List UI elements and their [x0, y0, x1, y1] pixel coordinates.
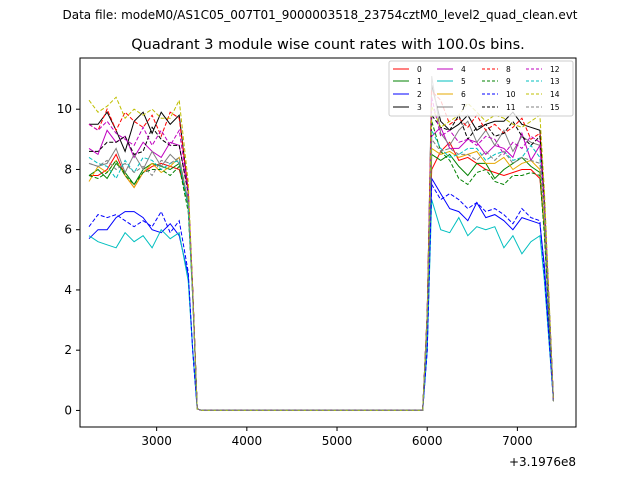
legend-label-0: 0: [417, 65, 422, 74]
y-tick-label: 6: [64, 223, 72, 237]
x-tick-label: 7000: [502, 434, 533, 448]
legend-label-3: 3: [417, 103, 422, 112]
legend-label-5: 5: [461, 77, 466, 86]
y-tick-label: 0: [64, 403, 72, 417]
legend-label-4: 4: [461, 65, 466, 74]
legend-label-8: 8: [506, 65, 511, 74]
legend-label-15: 15: [550, 103, 560, 112]
legend-label-9: 9: [506, 77, 511, 86]
legend-label-13: 13: [550, 77, 560, 86]
plot-lines: [88, 76, 554, 411]
axis-ticks: 3000 4000 5000 6000 7000 0 2 4 6 8 10: [57, 102, 533, 448]
y-tick-label: 2: [64, 343, 72, 357]
legend-label-14: 14: [550, 90, 560, 99]
legend-label-11: 11: [506, 103, 516, 112]
x-tick-label: 4000: [232, 434, 263, 448]
legend-label-1: 1: [417, 77, 422, 86]
y-tick-label: 10: [57, 102, 72, 116]
y-tick-label: 8: [64, 162, 72, 176]
series-line-10: [88, 182, 554, 411]
legend-label-6: 6: [461, 90, 466, 99]
x-tick-label: 5000: [322, 434, 353, 448]
x-tick-label: 3000: [141, 434, 172, 448]
series-line-12: [88, 97, 554, 411]
legend-label-2: 2: [417, 90, 422, 99]
legend-label-10: 10: [506, 90, 516, 99]
legend-label-12: 12: [550, 65, 560, 74]
series-line-13: [88, 130, 554, 411]
figure-suptitle: Data file: modeM0/AS1C05_007T01_90000035…: [62, 8, 577, 22]
plot-frame: [79, 57, 577, 428]
x-axis-offset-label: +3.1976e8: [509, 455, 576, 469]
legend-box: [388, 60, 574, 117]
legend-label-7: 7: [461, 103, 466, 112]
series-line-11: [89, 113, 554, 411]
x-tick-label: 6000: [412, 434, 443, 448]
chart-title: Quadrant 3 module wise count rates with …: [131, 37, 525, 53]
series-line-15: [88, 137, 554, 411]
y-tick-label: 4: [64, 283, 72, 297]
